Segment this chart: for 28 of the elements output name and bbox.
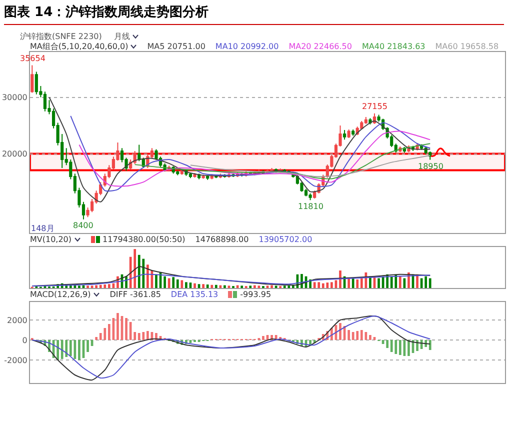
text: MV(10,20): [30, 235, 73, 244]
text: MA20 22466.50: [288, 42, 352, 51]
legend-label: -993.95: [239, 290, 272, 299]
text: 13905702.00: [258, 235, 312, 244]
text: 月线: [114, 32, 131, 41]
text: MA40 21843.63: [362, 42, 426, 51]
y-tick-label: 2000: [7, 316, 28, 325]
text: DIFF -361.85: [110, 290, 161, 299]
annotation: 35654: [20, 54, 46, 63]
text: MACD(12,26,9): [30, 290, 92, 299]
legend-label: 11794380.00(50:50): [102, 235, 186, 244]
chart-title: 图表 14：沪锌指数周线走势图分析: [4, 3, 504, 25]
annotation: 11810: [298, 202, 324, 211]
y-tick-label: 30000: [2, 93, 28, 102]
annotation: 148月: [31, 223, 54, 234]
text: MA10 20992.00: [215, 42, 279, 51]
y-tick-label: -2000: [4, 356, 28, 365]
annotation: 27155: [362, 102, 388, 111]
y-tick-label: 0: [22, 336, 28, 345]
text: 14768898.00: [195, 235, 249, 244]
text: DEA 135.13: [170, 290, 218, 299]
text: MA5 20751.00: [147, 42, 206, 51]
annotation: 18950: [418, 162, 444, 171]
text: MA60 19658.58: [435, 42, 499, 51]
annotation: 8400: [73, 221, 94, 230]
y-tick-label: 20000: [2, 150, 28, 159]
chart-subtitle: 沪锌指数(SNFE 2230): [20, 32, 102, 41]
text: MA组合(5,10,20,40,60,0): [30, 42, 130, 51]
